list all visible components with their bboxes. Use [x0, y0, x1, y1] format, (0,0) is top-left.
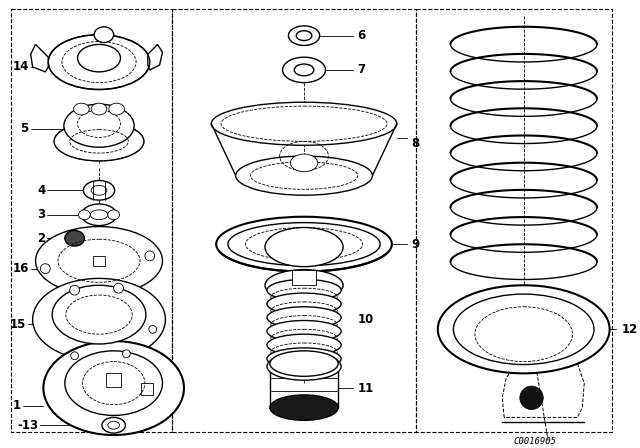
Ellipse shape — [48, 34, 150, 90]
Ellipse shape — [44, 341, 184, 435]
Ellipse shape — [65, 351, 163, 415]
Ellipse shape — [77, 44, 120, 72]
Circle shape — [114, 283, 124, 293]
Polygon shape — [31, 44, 48, 72]
Ellipse shape — [211, 102, 397, 145]
Bar — [93, 256, 105, 266]
Ellipse shape — [79, 210, 90, 220]
Ellipse shape — [267, 307, 341, 328]
Circle shape — [149, 325, 157, 333]
Text: 3: 3 — [37, 208, 45, 221]
Ellipse shape — [267, 348, 341, 370]
Text: C0016905: C0016905 — [514, 437, 557, 446]
Circle shape — [70, 352, 79, 360]
Ellipse shape — [296, 31, 312, 40]
Text: 6: 6 — [358, 29, 366, 42]
Polygon shape — [148, 44, 163, 70]
Bar — [106, 373, 122, 387]
Ellipse shape — [265, 228, 343, 267]
Text: 16: 16 — [12, 262, 29, 275]
Ellipse shape — [74, 103, 89, 115]
Ellipse shape — [216, 217, 392, 271]
Ellipse shape — [228, 223, 380, 266]
Ellipse shape — [65, 230, 84, 246]
Circle shape — [145, 251, 155, 261]
Ellipse shape — [294, 64, 314, 76]
Ellipse shape — [453, 294, 594, 365]
Text: 9: 9 — [412, 237, 420, 250]
Text: 15: 15 — [10, 318, 26, 331]
Ellipse shape — [265, 270, 343, 301]
Ellipse shape — [109, 103, 124, 115]
Circle shape — [122, 350, 131, 358]
Ellipse shape — [438, 285, 610, 373]
Circle shape — [520, 386, 543, 409]
Ellipse shape — [92, 103, 107, 115]
Circle shape — [40, 264, 50, 274]
Ellipse shape — [289, 26, 319, 45]
Ellipse shape — [267, 280, 341, 301]
Bar — [141, 383, 153, 395]
Ellipse shape — [267, 320, 341, 342]
Ellipse shape — [54, 122, 144, 161]
Text: 10: 10 — [358, 313, 374, 326]
Text: 11: 11 — [358, 382, 374, 395]
Text: -13: -13 — [17, 419, 38, 432]
Ellipse shape — [102, 418, 125, 433]
Ellipse shape — [283, 57, 326, 82]
Ellipse shape — [52, 285, 146, 344]
Ellipse shape — [267, 353, 341, 380]
Text: 2: 2 — [37, 232, 45, 245]
Ellipse shape — [267, 334, 341, 356]
Text: 1: 1 — [13, 399, 21, 412]
Ellipse shape — [291, 154, 317, 172]
Ellipse shape — [270, 351, 338, 376]
Ellipse shape — [94, 27, 114, 43]
Ellipse shape — [108, 421, 120, 429]
Ellipse shape — [236, 156, 372, 195]
Text: 4: 4 — [37, 184, 45, 197]
Text: 7: 7 — [358, 64, 366, 77]
Ellipse shape — [270, 395, 338, 420]
Ellipse shape — [36, 227, 163, 295]
Ellipse shape — [83, 181, 115, 200]
Ellipse shape — [90, 210, 108, 220]
Text: 5: 5 — [20, 122, 29, 135]
Text: 12: 12 — [621, 323, 637, 336]
Bar — [292, 270, 316, 285]
Text: 8: 8 — [412, 137, 420, 150]
Ellipse shape — [108, 210, 120, 220]
Text: 14: 14 — [12, 60, 29, 73]
Ellipse shape — [267, 293, 341, 314]
Bar — [172, 9, 417, 432]
Bar — [417, 9, 612, 432]
Bar — [11, 9, 172, 432]
Ellipse shape — [64, 104, 134, 147]
Ellipse shape — [92, 185, 107, 195]
Circle shape — [70, 285, 79, 295]
Ellipse shape — [33, 278, 165, 361]
Ellipse shape — [81, 204, 116, 225]
